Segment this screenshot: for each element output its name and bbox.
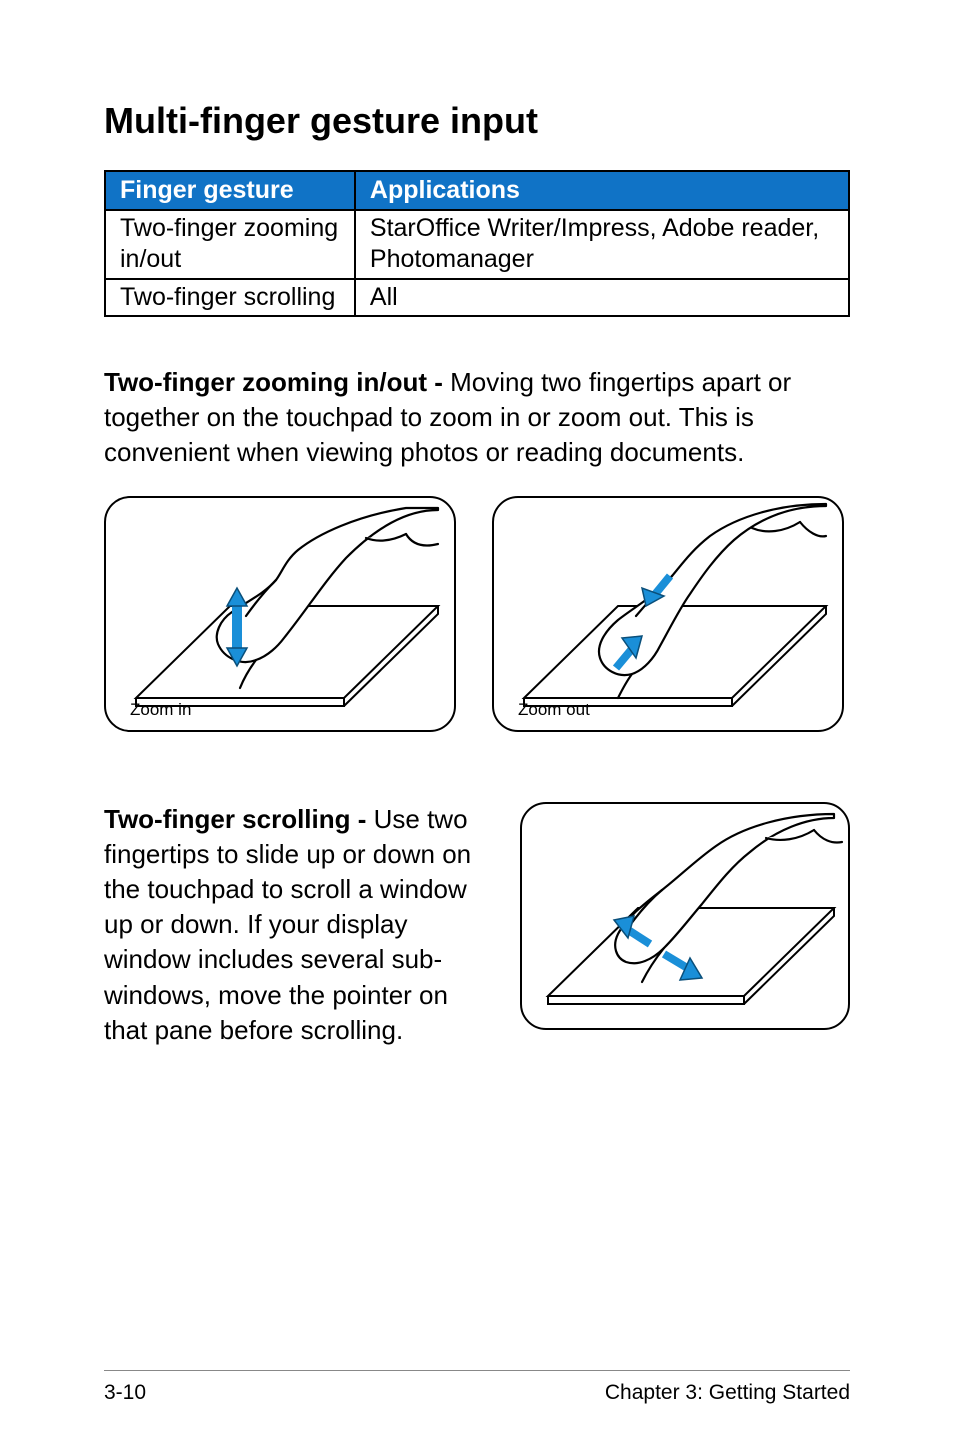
table-cell: StarOffice Writer/Impress, Adobe reader,… [355,210,849,279]
table-cell: All [355,279,849,316]
zoom-out-illustration [494,498,844,732]
zoom-in-figure: Zoom in [104,496,456,732]
scroll-body: Use two fingertips to slide up or down o… [104,804,471,1045]
zoom-in-label: Zoom in [130,700,191,720]
zoom-out-figure: Zoom out [492,496,844,732]
footer-chapter: Chapter 3: Getting Started [605,1381,850,1405]
table-header-gesture: Finger gesture [105,171,355,210]
zoom-lead: Two-finger zooming in/out - [104,367,450,397]
zoom-paragraph: Two-finger zooming in/out - Moving two f… [104,365,850,470]
zoom-in-illustration [106,498,456,732]
scroll-paragraph: Two-finger scrolling - Use two fingertip… [104,802,490,1048]
table-row: Two-finger scrolling All [105,279,849,316]
table-row: Two-finger zooming in/out StarOffice Wri… [105,210,849,279]
footer-page-number: 3-10 [104,1381,146,1405]
section-heading: Multi-finger gesture input [104,100,850,142]
table-cell: Two-finger zooming in/out [105,210,355,279]
zoom-out-label: Zoom out [518,700,590,720]
table-cell: Two-finger scrolling [105,279,355,316]
gesture-table: Finger gesture Applications Two-finger z… [104,170,850,317]
scroll-lead: Two-finger scrolling - [104,804,374,834]
scroll-figure [520,802,850,1030]
scroll-illustration [522,804,850,1030]
page-footer: 3-10 Chapter 3: Getting Started [104,1370,850,1405]
table-header-applications: Applications [355,171,849,210]
